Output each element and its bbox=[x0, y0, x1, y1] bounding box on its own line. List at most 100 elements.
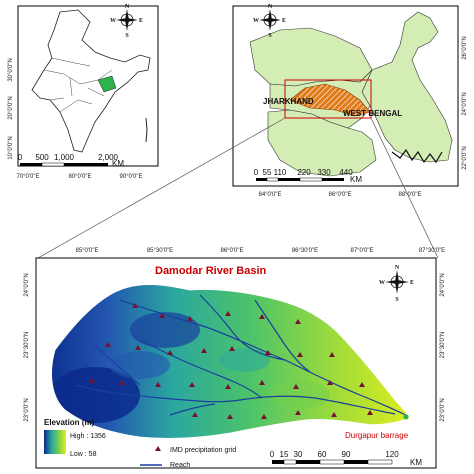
basin-top-tick-8630: 86°30'0"E bbox=[292, 248, 318, 254]
damodar-basin-inset bbox=[289, 83, 371, 117]
india-y-tick-10: 10°0'0"N bbox=[8, 136, 14, 159]
basin-scale-120: 120 bbox=[385, 450, 399, 459]
basin-scale-bar: 0 15 30 60 90 120 KM bbox=[270, 450, 423, 467]
state-scale-110: 110 bbox=[274, 168, 287, 177]
imd-grid-point bbox=[119, 380, 125, 385]
india-x-tick-70: 70°0'0"E bbox=[16, 174, 39, 180]
india-scale-2000: 2,000 bbox=[98, 153, 119, 162]
basin-panel: 85°0'0"E 85°30'0"E 86°0'0"E 86°30'0"E 87… bbox=[24, 248, 446, 469]
state-scale-330: 330 bbox=[317, 168, 331, 177]
basin-top-tick-85: 85°0'0"E bbox=[75, 248, 98, 254]
compass-w-label: W bbox=[110, 18, 116, 24]
imd-grid-point bbox=[367, 410, 373, 415]
imd-grid-point bbox=[167, 350, 173, 355]
legend-reach-label: Reach bbox=[170, 462, 190, 469]
connector-line-left bbox=[37, 117, 286, 259]
study-area-box bbox=[284, 79, 372, 119]
basin-scale-0: 0 bbox=[270, 450, 275, 459]
compass-n-label: N bbox=[395, 265, 400, 271]
compass-s-label: S bbox=[268, 33, 272, 39]
india-scale-0: 0 bbox=[18, 153, 23, 162]
imd-grid-point bbox=[329, 352, 335, 357]
state-y-tick-22: 22°0'0"N bbox=[462, 146, 468, 169]
state-scale-0: 0 bbox=[254, 168, 259, 177]
west-bengal-region bbox=[361, 11, 453, 163]
imd-grid-point bbox=[155, 382, 161, 387]
basin-title: Damodar River Basin bbox=[155, 265, 267, 277]
india-scale-1000: 1,000 bbox=[54, 153, 75, 162]
state-compass-icon: N S E W bbox=[253, 4, 286, 39]
legend-grid-label: IMD precipitation grid bbox=[170, 447, 236, 454]
basin-left-tick-2330: 23°30'0"N bbox=[24, 332, 30, 359]
reach-tributary-2 bbox=[199, 294, 286, 361]
compass-e-label: E bbox=[410, 280, 414, 286]
state-scale-440: 440 bbox=[339, 168, 353, 177]
compass-e-label: E bbox=[282, 18, 286, 24]
basin-top-tick-87: 87°0'0"E bbox=[350, 248, 373, 254]
india-compass-icon: N S E W bbox=[110, 4, 143, 39]
imd-grid-point bbox=[135, 345, 141, 350]
outlet-point bbox=[403, 414, 409, 420]
imd-grid-point bbox=[297, 352, 303, 357]
basin-top-tick-8530: 85°30'0"E bbox=[147, 248, 173, 254]
basin-legend: Elevation (m) High : 1356 Low : 58 IMD p… bbox=[44, 418, 236, 469]
reach-tributary-1 bbox=[139, 339, 263, 399]
imd-grid-point bbox=[187, 316, 193, 321]
imd-grid-point bbox=[225, 311, 231, 316]
basin-top-tick-86: 86°0'0"E bbox=[220, 248, 243, 254]
state-x-tick-84: 84°0'0"E bbox=[258, 192, 281, 198]
imd-grid-point bbox=[327, 380, 333, 385]
imd-grid-point bbox=[189, 382, 195, 387]
jharkhand-label: JHARKHAND bbox=[263, 97, 314, 106]
state-scale-unit: KM bbox=[350, 175, 362, 184]
state-y-tick-24: 24°0'0"N bbox=[462, 92, 468, 115]
legend-low-label: Low : 58 bbox=[70, 451, 97, 458]
imd-grid-markers bbox=[89, 303, 373, 419]
imd-grid-point bbox=[295, 319, 301, 324]
basin-compass-icon: N S E W bbox=[379, 265, 414, 303]
india-y-tick-20: 20°0'0"N bbox=[8, 96, 14, 119]
india-outline bbox=[31, 9, 151, 153]
india-panel: N S E W 0 500 1,000 2,000 KM 70°0'0"E 80… bbox=[8, 4, 159, 180]
state-scale-bar: 0 55 110 220 330 440 KM bbox=[254, 168, 363, 184]
river-network bbox=[74, 294, 409, 417]
imd-grid-point bbox=[192, 412, 198, 417]
compass-w-label: W bbox=[253, 18, 259, 24]
state-y-tick-26: 26°0'0"N bbox=[462, 36, 468, 59]
compass-n-label: N bbox=[268, 4, 273, 10]
imd-grid-point bbox=[261, 414, 267, 419]
state-scale-220: 220 bbox=[297, 168, 311, 177]
imd-grid-point bbox=[295, 410, 301, 415]
reach-south bbox=[74, 384, 396, 415]
basin-scale-90: 90 bbox=[342, 450, 351, 459]
imd-grid-point bbox=[259, 314, 265, 319]
imd-grid-point bbox=[359, 382, 365, 387]
reach-tributary-3 bbox=[254, 299, 311, 373]
legend-high-label: High : 1356 bbox=[70, 433, 106, 440]
imd-grid-point bbox=[225, 384, 231, 389]
basin-top-tick-8730: 87°30'0"E bbox=[419, 248, 445, 254]
basin-right-tick-2330: 23°30'0"N bbox=[440, 332, 446, 359]
basin-scale-30: 30 bbox=[294, 450, 303, 459]
state-scale-55: 55 bbox=[263, 168, 272, 177]
andaman-islands bbox=[145, 117, 148, 143]
basin-left-tick-24: 24°0'0"N bbox=[24, 273, 30, 296]
india-scale-500: 500 bbox=[35, 153, 49, 162]
reach-tributary-5 bbox=[169, 403, 216, 416]
compass-s-label: S bbox=[125, 33, 129, 39]
india-y-tick-30: 30°0'0"N bbox=[8, 58, 14, 81]
connector-line-right bbox=[370, 117, 439, 259]
state-x-tick-88: 88°0'0"E bbox=[398, 192, 421, 198]
reach-tributary-4 bbox=[94, 344, 141, 386]
india-scale-unit: KM bbox=[112, 159, 124, 168]
basin-scale-60: 60 bbox=[318, 450, 327, 459]
imd-grid-point bbox=[89, 378, 95, 383]
india-jharkhand-highlight bbox=[97, 75, 117, 93]
state-x-tick-86: 86°0'0"E bbox=[328, 192, 351, 198]
legend-grid-marker-icon bbox=[155, 446, 161, 451]
sundarbans-coast bbox=[391, 148, 443, 164]
imd-grid-point bbox=[227, 414, 233, 419]
imd-grid-point bbox=[331, 412, 337, 417]
legend-elevation-ramp bbox=[44, 430, 66, 454]
imd-grid-point bbox=[159, 313, 165, 318]
